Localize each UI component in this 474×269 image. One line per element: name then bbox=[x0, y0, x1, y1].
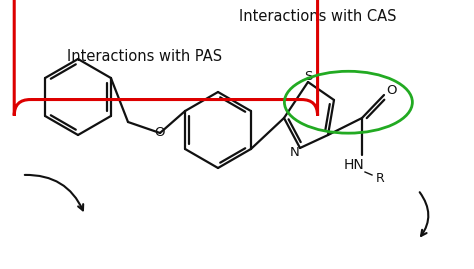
Text: HN: HN bbox=[344, 158, 365, 172]
Text: Interactions with CAS: Interactions with CAS bbox=[239, 9, 396, 24]
Text: N: N bbox=[290, 146, 300, 158]
Text: Interactions with PAS: Interactions with PAS bbox=[67, 49, 222, 64]
Text: O: O bbox=[155, 126, 165, 140]
Text: O: O bbox=[387, 84, 397, 97]
Text: R: R bbox=[375, 172, 384, 185]
Text: S: S bbox=[304, 70, 312, 83]
